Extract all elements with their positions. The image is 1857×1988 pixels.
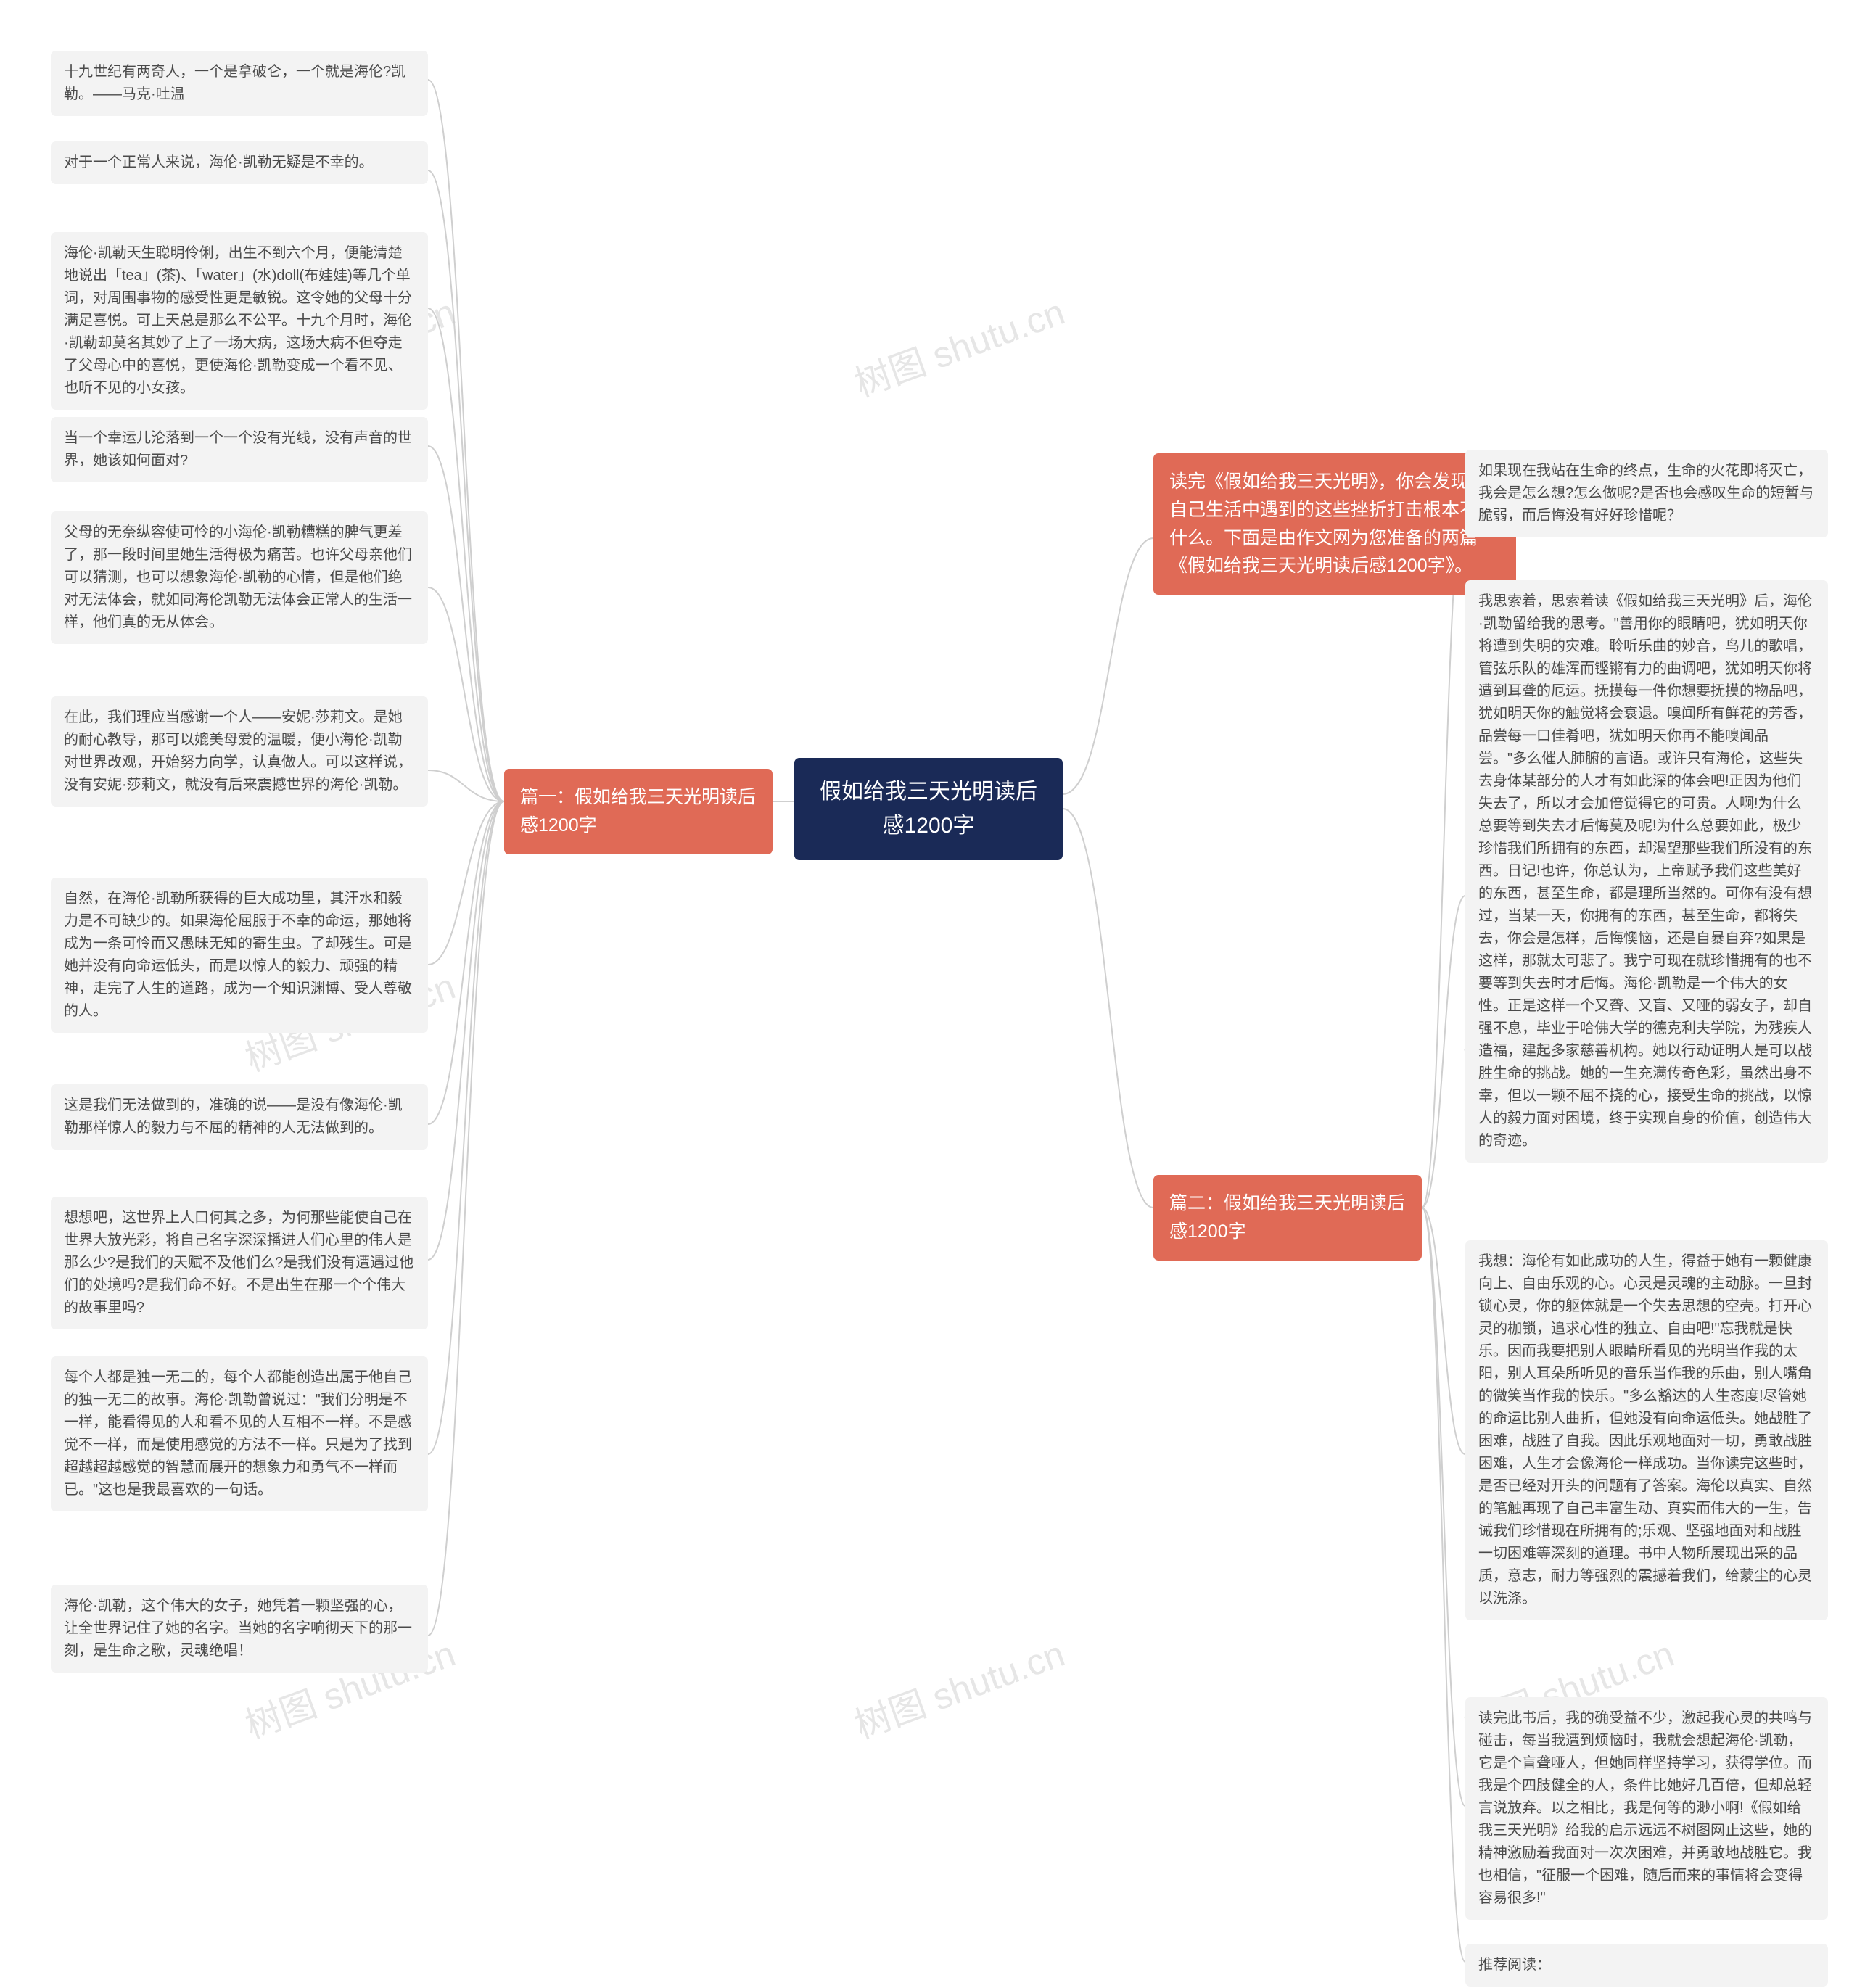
essay1-leaf[interactable]: 当一个幸运儿沦落到一个一个没有光线，没有声音的世界，她该如何面对? — [51, 417, 428, 482]
essay1-leaf[interactable]: 海伦·凯勒，这个伟大的女子，她凭着一颗坚强的心，让全世界记住了她的名字。当她的名… — [51, 1585, 428, 1673]
watermark: 树图 shutu.cn — [847, 283, 1071, 407]
essay1-leaf[interactable]: 十九世纪有两奇人，一个是拿破仑，一个就是海伦?凯勒。——马克·吐温 — [51, 51, 428, 116]
essay1-leaf[interactable]: 自然，在海伦·凯勒所获得的巨大成功里，其汗水和毅力是不可缺少的。如果海伦屈服于不… — [51, 878, 428, 1033]
root-node[interactable]: 假如给我三天光明读后感1200字 — [794, 758, 1063, 860]
essay1-branch[interactable]: 篇一：假如给我三天光明读后感1200字 — [504, 769, 773, 854]
essay2-branch[interactable]: 篇二：假如给我三天光明读后感1200字 — [1153, 1175, 1422, 1261]
essay1-leaf[interactable]: 想想吧，这世界上人口何其之多，为何那些能使自己在世界大放光彩，将自己名字深深播进… — [51, 1197, 428, 1329]
essay1-leaf[interactable]: 每个人都是独一无二的，每个人都能创造出属于他自己的独一无二的故事。海伦·凯勒曾说… — [51, 1356, 428, 1511]
watermark: 树图 shutu.cn — [847, 1625, 1071, 1749]
essay1-leaf[interactable]: 海伦·凯勒天生聪明伶俐，出生不到六个月，便能清楚地说出「tea」(茶)、「wat… — [51, 232, 428, 410]
essay2-leaf[interactable]: 读完此书后，我的确受益不少，激起我心灵的共鸣与碰击，每当我遭到烦恼时，我就会想起… — [1465, 1697, 1828, 1920]
essay2-leaf[interactable]: 我思索着，思索着读《假如给我三天光明》后，海伦·凯勒留给我的思考。"善用你的眼睛… — [1465, 580, 1828, 1163]
essay1-leaf[interactable]: 在此，我们理应当感谢一个人——安妮·莎莉文。是她的耐心教导，那可以媲美母爱的温暖… — [51, 696, 428, 807]
intro-node[interactable]: 读完《假如给我三天光明》，你会发现，自己生活中遇到的这些挫折打击根本不算什么。下… — [1153, 453, 1516, 595]
essay2-leaf[interactable]: 我想：海伦有如此成功的人生，得益于她有一颗健康向上、自由乐观的心。心灵是灵魂的主… — [1465, 1240, 1828, 1620]
essay2-leaf[interactable]: 如果现在我站在生命的终点，生命的火花即将灭亡，我会是怎么想?怎么做呢?是否也会感… — [1465, 450, 1828, 537]
essay2-leaf[interactable]: 推荐阅读： — [1465, 1944, 1828, 1987]
essay1-leaf[interactable]: 这是我们无法做到的，准确的说——是没有像海伦·凯勒那样惊人的毅力与不屈的精神的人… — [51, 1084, 428, 1150]
essay1-leaf[interactable]: 对于一个正常人来说，海伦·凯勒无疑是不幸的。 — [51, 141, 428, 184]
essay1-leaf[interactable]: 父母的无奈纵容使可怜的小海伦·凯勒糟糕的脾气更差了，那一段时间里她生活得极为痛苦… — [51, 511, 428, 644]
